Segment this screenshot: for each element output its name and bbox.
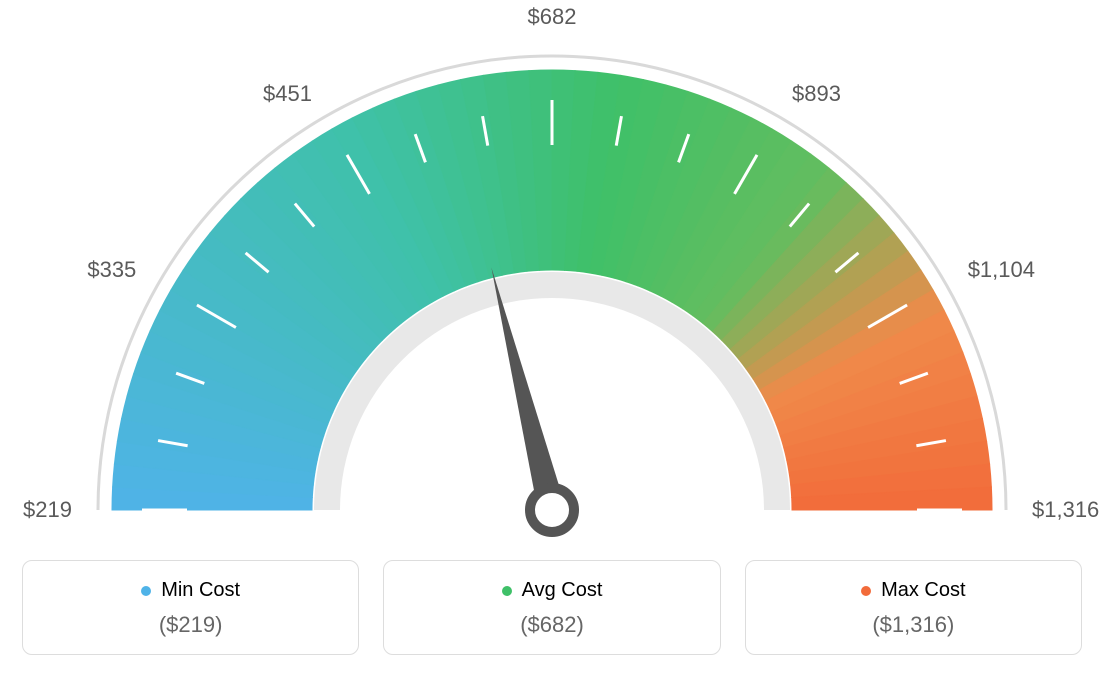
dot-max [861,586,871,596]
gauge-chart: $219$335$451$682$893$1,104$1,316 [22,20,1082,560]
gauge-tick-label: $1,316 [1032,497,1099,523]
gauge-tick-label: $1,104 [968,257,1035,283]
gauge-tick-label: $219 [23,497,72,523]
legend-label-min: Min Cost [161,579,240,602]
legend-row: Min Cost ($219) Avg Cost ($682) Max Cost… [22,560,1082,655]
legend-card-max: Max Cost ($1,316) [745,560,1082,655]
legend-value-max: ($1,316) [746,612,1081,638]
gauge-tick-label: $335 [87,257,136,283]
dot-min [141,586,151,596]
legend-card-avg: Avg Cost ($682) [383,560,720,655]
legend-card-min: Min Cost ($219) [22,560,359,655]
dot-avg [502,586,512,596]
gauge-tick-label: $451 [263,81,312,107]
legend-label-max: Max Cost [881,579,965,602]
legend-value-min: ($219) [23,612,358,638]
gauge-tick-label: $682 [528,4,577,30]
legend-value-avg: ($682) [384,612,719,638]
gauge-tick-label: $893 [792,81,841,107]
gauge-svg [22,20,1082,560]
legend-label-avg: Avg Cost [522,579,603,602]
